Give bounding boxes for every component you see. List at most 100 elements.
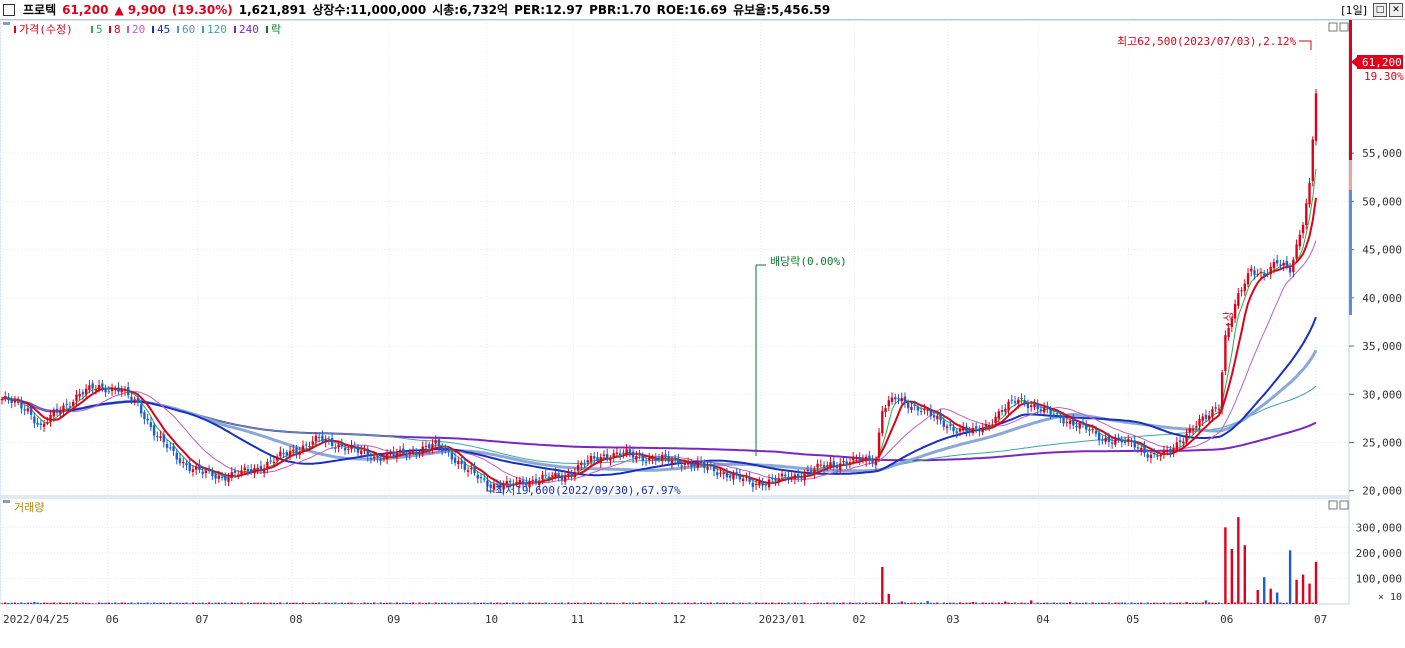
candle-body [771, 478, 774, 480]
candle-body [690, 463, 693, 467]
volume-bar [1178, 602, 1182, 604]
legend-swatch [127, 26, 129, 33]
candle-body [1175, 442, 1179, 450]
legend-item[interactable]: 락 [271, 23, 281, 36]
date-tick-label: 07 [196, 613, 209, 626]
date-tick-label: 04 [1036, 613, 1050, 626]
candle-body [1295, 244, 1298, 259]
volume-bar [217, 602, 221, 604]
volume-bar [117, 603, 120, 604]
volume-bar [107, 602, 111, 604]
legend-item[interactable]: 120 [207, 23, 227, 36]
price-panel-close-icon[interactable] [1339, 22, 1349, 32]
candle-body [845, 461, 848, 464]
volume-bar [1175, 602, 1179, 604]
candle-body [1081, 421, 1085, 424]
volume-bar [84, 602, 88, 604]
legend-item[interactable]: 45 [157, 23, 170, 36]
candle-body [1000, 410, 1004, 412]
period-selector[interactable]: [1일] [1341, 4, 1367, 17]
volume-bar [1240, 602, 1243, 604]
candle-body [101, 383, 104, 387]
candle-body [945, 426, 949, 429]
volume-panel-handle[interactable] [3, 500, 10, 503]
candle-body [641, 455, 645, 461]
volume-bar [4, 602, 7, 604]
select-checkbox[interactable] [3, 3, 15, 16]
maximize-icon[interactable]: □ [1373, 3, 1387, 17]
volume-bar [712, 603, 716, 604]
candle-body [259, 465, 263, 472]
candle-body [1243, 283, 1246, 292]
candle-body [1007, 401, 1010, 411]
volume-bar [453, 603, 457, 604]
price-panel-minimize-icon[interactable] [1328, 22, 1338, 32]
volume-bar [978, 603, 981, 604]
volume-bar [729, 603, 732, 604]
legend-item[interactable]: 20 [132, 23, 145, 36]
candle-body [214, 474, 217, 479]
volume-bar [696, 603, 700, 604]
candle-body [554, 472, 557, 477]
candle-body [262, 468, 266, 473]
candle-body [1224, 335, 1227, 371]
candle-body [253, 468, 256, 474]
legend-item[interactable]: 5 [96, 23, 103, 36]
candle-body [1233, 304, 1237, 319]
volume-bar [1036, 602, 1039, 604]
legend-item[interactable]: 240 [239, 23, 259, 36]
candle-body [622, 452, 625, 454]
candle-body [72, 401, 75, 406]
volume-bar [214, 602, 217, 604]
candle-body [139, 404, 143, 414]
candle-body [130, 396, 133, 400]
volume-bar [1013, 602, 1017, 604]
volume-bar [1195, 602, 1198, 604]
volume-bar [1085, 602, 1088, 604]
candle-body [415, 452, 418, 455]
legend-item[interactable]: 가격(수정) [19, 23, 73, 36]
volume-bar [926, 600, 929, 604]
candle-body [94, 389, 98, 391]
volume-bar [1104, 603, 1107, 604]
legend-item[interactable]: 8 [114, 23, 121, 36]
volume-bar [1288, 550, 1292, 604]
volume-bar [735, 603, 738, 604]
candle-body [502, 485, 505, 490]
volume-panel-minimize-icon[interactable] [1328, 500, 1338, 510]
candle-body [528, 481, 531, 488]
volume-bar [1065, 602, 1068, 604]
candle-body [703, 462, 706, 468]
candle-body [13, 400, 17, 403]
candle-body [1185, 434, 1188, 442]
candle-body [929, 409, 933, 416]
candle-body [1237, 293, 1240, 306]
volume-bar [680, 603, 683, 604]
candle-body [758, 482, 761, 486]
volume-bar [1068, 601, 1072, 604]
volume-bar [175, 602, 178, 604]
candle-body [625, 449, 628, 455]
legend-item[interactable]: 60 [182, 23, 195, 36]
candle-body [301, 445, 305, 452]
stock-chart[interactable]: 가격(수정) 5 8 20 45 60 120 240 락 20,000 25,000 30,000… [0, 20, 1405, 648]
volume-bar [1266, 602, 1269, 604]
candle-body [1068, 420, 1072, 424]
volume-bar [207, 602, 211, 604]
candle-body [1078, 423, 1081, 429]
price-panel-handle[interactable] [3, 22, 10, 25]
candle-body [550, 475, 554, 477]
close-icon[interactable]: ✕ [1389, 3, 1403, 17]
volume-bar [1123, 602, 1127, 604]
volume-bar [1311, 602, 1314, 604]
price-tick-label: 25,000 [1362, 436, 1402, 449]
legend-swatch [202, 26, 204, 33]
volume-bar [298, 603, 301, 604]
volume-bar [1146, 602, 1149, 604]
volume-bar [508, 603, 512, 604]
volume-bar [1298, 603, 1302, 604]
candle-body [832, 461, 835, 467]
volume-panel-close-icon[interactable] [1339, 500, 1349, 510]
candle-body [207, 469, 211, 471]
candle-body [1178, 440, 1182, 442]
